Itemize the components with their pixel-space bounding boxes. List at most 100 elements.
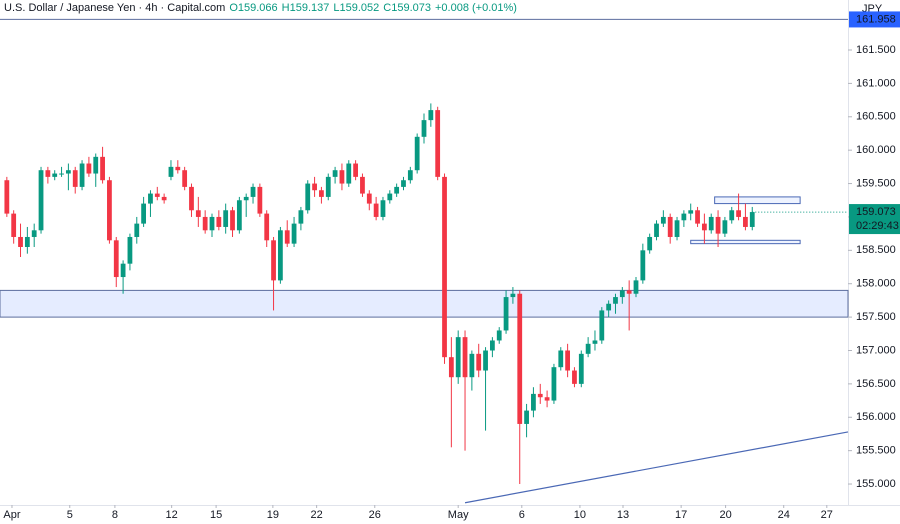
candle-body (578, 353, 584, 384)
candle-body (585, 343, 591, 354)
candle-body (353, 163, 359, 177)
candle-body (373, 203, 379, 217)
candle-body (339, 170, 345, 184)
y-tick-label: 160.500 (856, 111, 896, 123)
candle-body (154, 193, 160, 197)
candle-body (250, 186, 256, 197)
candle-body (421, 120, 427, 137)
trendline (464, 431, 849, 504)
candle-body (524, 410, 529, 424)
header-bg (0, 0, 848, 16)
y-tick-label: 156.000 (856, 411, 896, 423)
candle-body (93, 156, 99, 174)
candle-body (469, 353, 475, 378)
candle-body (380, 200, 386, 217)
candle-body (141, 203, 147, 224)
x-tick-label: 26 (369, 509, 381, 521)
candle-body (722, 220, 728, 234)
ohlc-low: L159.052 (333, 2, 379, 14)
candle-body (715, 216, 721, 234)
candle-body (531, 393, 536, 411)
ohlc-open: O159.066 (229, 2, 277, 14)
candle-body (695, 210, 700, 224)
candle-body (619, 290, 625, 298)
candle-body (161, 196, 167, 201)
candle-body (572, 370, 577, 384)
candle-body (271, 240, 276, 281)
candle-body (195, 210, 201, 217)
candle-body (120, 263, 126, 278)
candle-body (230, 210, 235, 231)
y-tick-label: 157.500 (856, 311, 896, 323)
candle-body (79, 163, 85, 187)
candle-body (209, 216, 215, 231)
candle-body (743, 216, 748, 227)
x-tick-label: 22 (311, 509, 323, 521)
candle-body (688, 210, 694, 214)
candle-body (510, 293, 516, 298)
x-tick-label: 8 (112, 509, 118, 521)
candle-body (455, 337, 461, 378)
candle-body (52, 173, 58, 177)
candle-body (435, 110, 441, 177)
y-tick-label: 155.500 (856, 445, 896, 457)
candle-body (592, 340, 598, 344)
candle-body (414, 136, 420, 171)
countdown: 02:29:43 (856, 220, 899, 232)
candle-body (148, 193, 153, 204)
candle-body (107, 180, 112, 241)
candle-body (565, 350, 571, 371)
symbol: U.S. Dollar / Japanese Yen · 4h · Capita… (4, 2, 225, 14)
candle-body (182, 170, 188, 187)
candle-body (736, 210, 741, 217)
candle-body (394, 186, 400, 194)
candle-body (537, 393, 543, 398)
candle-body (503, 297, 509, 331)
candle-body (291, 223, 297, 244)
candle-body (558, 350, 564, 368)
y-tick-label: 155.000 (856, 478, 896, 490)
candle-body (517, 293, 523, 424)
last-price-tag (849, 204, 900, 235)
candle-body (45, 170, 51, 177)
y-tick-label: 161.000 (856, 77, 896, 89)
x-tick-label: 17 (675, 509, 687, 521)
y-tick-label: 160.000 (856, 144, 896, 156)
candle-body (407, 170, 413, 181)
candle-body (626, 290, 632, 294)
candle-body (11, 213, 17, 237)
header: U.S. Dollar / Japanese Yen · 4h · Capita… (4, 2, 517, 14)
candle-body (476, 353, 482, 371)
ohlc-high: H159.137 (282, 2, 330, 14)
candle-body (134, 223, 140, 237)
candle-body (312, 183, 317, 191)
candle-body (462, 337, 468, 378)
candle-body (223, 210, 229, 227)
candle-body (633, 280, 639, 294)
candle-body (4, 180, 10, 214)
candle-body (674, 220, 680, 237)
x-tick-label: May (448, 509, 469, 521)
x-tick-label: 20 (719, 509, 731, 521)
candle-body (72, 170, 78, 187)
candle-body (654, 223, 659, 237)
candle-body (366, 193, 372, 204)
candle-body (243, 196, 249, 201)
candle-body (428, 110, 434, 121)
change: +0.008 (+0.01%) (435, 2, 517, 14)
candle-body (667, 216, 673, 237)
candle-body (360, 176, 365, 194)
x-tick-label: 5 (67, 509, 73, 521)
candle-body (59, 173, 64, 175)
candle-body (640, 250, 646, 281)
plot (0, 18, 849, 504)
candle-body (660, 216, 666, 224)
candle-body (298, 210, 304, 224)
x-tick-label: 19 (267, 509, 279, 521)
candle-body (346, 163, 352, 184)
candle-body (701, 223, 707, 231)
y-tick-label: 156.500 (856, 378, 896, 390)
candle-body (613, 297, 618, 304)
candle-body (551, 367, 557, 401)
